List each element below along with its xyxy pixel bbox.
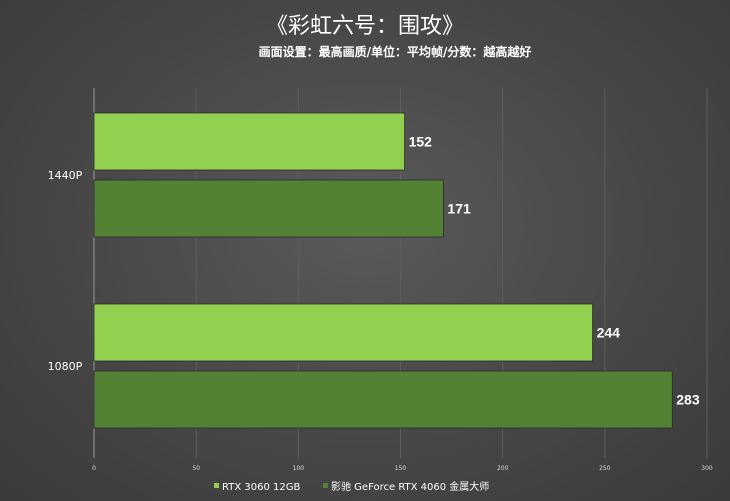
chart-subtitle: 画面设置：最高画质/单位：平均帧/分数：越高越好 (259, 44, 532, 59)
x-tick-label: 200 (497, 465, 509, 472)
legend: RTX 3060 12GB 影驰 GeForce RTX 4060 金属大师 (214, 480, 489, 493)
bar-value-label: 152 (409, 134, 433, 150)
bars: 152 171 244 283 (93, 112, 700, 429)
legend-label: 影驰 GeForce RTX 4060 金属大师 (331, 480, 489, 493)
bar (93, 112, 405, 171)
x-tick-label: 250 (599, 465, 611, 472)
category-label: 1440P (48, 169, 83, 182)
chart-title: 《彩虹六号：围攻》 (266, 14, 464, 39)
bar (93, 303, 593, 362)
bar (93, 370, 673, 429)
legend-swatch (214, 483, 219, 488)
x-tick-label: 0 (92, 465, 96, 472)
legend-label: RTX 3060 12GB (222, 482, 300, 493)
x-tick-label: 100 (293, 465, 305, 472)
bar-value-label: 283 (676, 392, 700, 408)
legend-swatch (323, 483, 328, 488)
category-label: 1080P (48, 360, 83, 373)
x-tick-label: 50 (192, 465, 200, 472)
bar (93, 179, 444, 238)
x-tick-label: 300 (701, 465, 713, 472)
bar-value-label: 244 (597, 325, 621, 341)
bar-value-label: 171 (447, 201, 471, 217)
x-tick-label: 150 (395, 465, 407, 472)
